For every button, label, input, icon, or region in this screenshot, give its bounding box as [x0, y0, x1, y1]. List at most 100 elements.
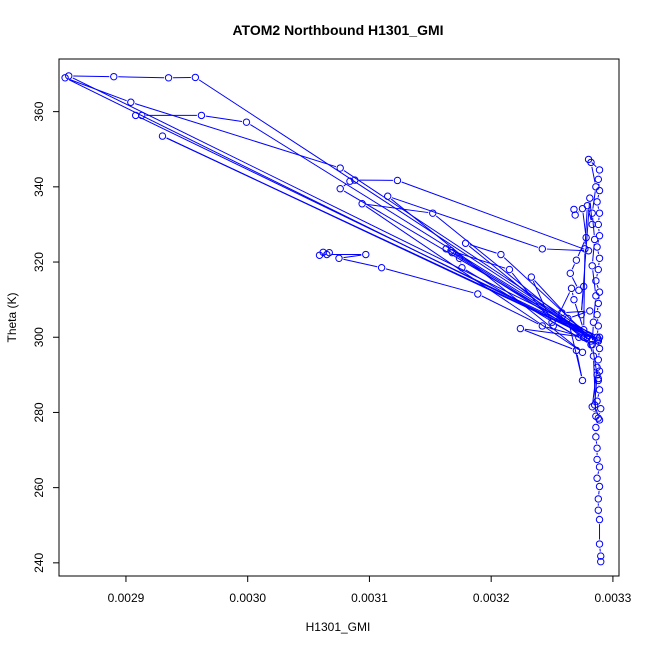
data-point — [590, 319, 596, 325]
series-segment — [343, 255, 361, 258]
series-segment — [366, 206, 579, 349]
x-axis: 0.0029 0.0030 0.0031 0.0032 0.0033 — [108, 576, 632, 605]
data-point — [593, 293, 599, 299]
data-point — [593, 434, 599, 440]
data-point — [571, 296, 577, 302]
series-segment — [344, 171, 595, 337]
data-point — [596, 210, 602, 216]
series-segment — [598, 394, 599, 396]
series-segment — [582, 203, 590, 311]
y-tick-label: 260 — [32, 477, 46, 497]
x-tick-label: 0.0029 — [108, 591, 145, 605]
data-point — [567, 270, 573, 276]
series-segment — [250, 125, 594, 339]
series-segment — [575, 304, 582, 326]
series-segment — [593, 218, 595, 235]
data-point — [595, 300, 601, 306]
data-point — [594, 456, 600, 462]
data-point — [363, 251, 369, 257]
series-segment — [206, 116, 242, 121]
data-point — [595, 496, 601, 502]
data-point — [594, 244, 600, 250]
data-point — [589, 263, 595, 269]
y-axis-label: Theta (K) — [5, 292, 19, 342]
x-axis-label: H1301_GMI — [306, 620, 371, 634]
data-point — [596, 417, 602, 423]
data-point — [595, 221, 601, 227]
series-segment — [344, 184, 347, 186]
data-point — [549, 319, 555, 325]
data-point — [159, 133, 165, 139]
y-tick-label: 280 — [32, 402, 46, 422]
data-point — [587, 308, 593, 314]
data-point — [594, 445, 600, 451]
series-segment — [118, 77, 164, 78]
data-point — [596, 289, 602, 295]
data-point — [337, 186, 343, 192]
data-point — [430, 210, 436, 216]
series-segment — [597, 285, 598, 288]
series-segment — [572, 277, 576, 286]
y-tick-label: 360 — [32, 101, 46, 121]
x-tick-label: 0.0031 — [351, 591, 388, 605]
plot-frame — [59, 59, 619, 576]
data-point — [589, 221, 595, 227]
data-point — [506, 266, 512, 272]
data-point — [598, 405, 604, 411]
y-axis: 240 260 280 300 320 340 360 — [32, 101, 59, 573]
y-tick-label: 320 — [32, 252, 46, 272]
data-point — [378, 264, 384, 270]
data-point — [198, 112, 204, 118]
series-segment — [572, 293, 573, 295]
data-point — [595, 507, 601, 513]
data-point — [550, 323, 556, 329]
data-point — [596, 464, 602, 470]
x-tick-label: 0.0033 — [595, 591, 632, 605]
data-point — [593, 184, 599, 190]
data-point — [596, 483, 602, 489]
data-point — [539, 323, 545, 329]
series-segment — [597, 274, 598, 276]
data-point — [528, 274, 534, 280]
data-point — [594, 311, 600, 317]
series-segment — [73, 78, 596, 335]
data-point — [111, 73, 117, 79]
data-point — [462, 240, 468, 246]
data-point — [337, 165, 343, 171]
series-segment — [69, 79, 126, 100]
data-point — [517, 325, 523, 331]
y-tick-label: 240 — [32, 553, 46, 573]
y-tick-label: 340 — [32, 177, 46, 197]
series-segment — [343, 259, 377, 266]
series-segment — [402, 182, 585, 249]
data-point — [591, 236, 597, 242]
series-segment — [598, 206, 599, 208]
series-segment — [592, 167, 595, 183]
data-point — [475, 291, 481, 297]
data-point — [568, 285, 574, 291]
data-point — [595, 266, 601, 272]
data-point — [498, 251, 504, 257]
data-point — [596, 387, 602, 393]
data-point — [596, 345, 602, 351]
y-tick-label: 300 — [32, 327, 46, 347]
series-segment — [525, 330, 573, 349]
chart-title: ATOM2 Northbound H1301_GMI — [232, 22, 443, 38]
data-point — [384, 193, 390, 199]
series-segment — [598, 251, 599, 253]
data-point — [596, 187, 602, 193]
series-segment — [470, 245, 497, 254]
data-point — [595, 176, 601, 182]
data-point — [165, 75, 171, 81]
x-tick-label: 0.0032 — [473, 591, 510, 605]
data-point — [587, 195, 593, 201]
data-point — [596, 255, 602, 261]
data-point — [596, 167, 602, 173]
data-point — [192, 74, 198, 80]
data-point — [596, 516, 602, 522]
data-point — [394, 177, 400, 183]
data-point — [596, 541, 602, 547]
series-segment — [598, 471, 599, 473]
series-segment — [73, 76, 109, 77]
